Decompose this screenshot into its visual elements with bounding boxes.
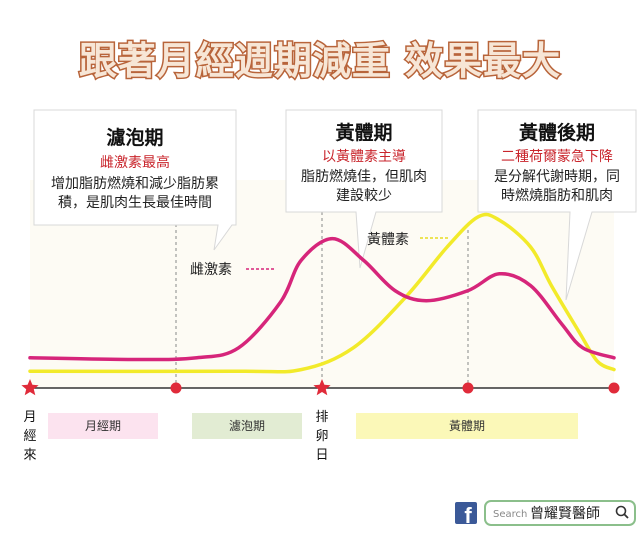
axis-markers [21, 379, 620, 396]
annotation-follicular-title: 濾泡期 [106, 126, 163, 149]
annotation-late-luteal-title: 黃體後期 [519, 121, 595, 144]
series-label-progesterone: 黃體素 [367, 232, 409, 248]
annotation-luteal-subtitle: 以黃體素主導 [322, 149, 406, 165]
phase-bar-luteal: 黃體期 [356, 413, 578, 439]
search-bar[interactable]: Search 曾耀賢醫師 [484, 500, 636, 526]
annotation-luteal-line-1: 脂肪燃燒佳，但肌肉 [301, 168, 427, 185]
phase-bar-follicular-label: 濾泡期 [229, 418, 265, 433]
axis-label-menstruation-char-1: 月 [23, 410, 36, 425]
facebook-icon-background [455, 502, 477, 524]
axis-marker-star-0 [21, 379, 39, 396]
magnifier-icon-handle [623, 513, 629, 519]
axis-label-menstruation-char-3: 來 [23, 448, 36, 463]
search-name: 曾耀賢醫師 [530, 506, 600, 522]
phase-bar-menstrual-label: 月經期 [85, 419, 121, 433]
annotation-luteal-line-2: 建設較少 [336, 188, 392, 204]
annotation-follicular-line-1: 增加脂肪燃燒和減少脂肪累 [51, 175, 219, 192]
phase-bar-menstrual: 月經期 [48, 413, 158, 439]
axis-label-ovulation-char-2: 卵 [315, 429, 328, 444]
annotation-late-luteal-subtitle: 二種荷爾蒙急下降 [501, 149, 613, 165]
magnifier-icon[interactable] [615, 505, 629, 519]
chart-title: 跟著月經週期減重 效果最大 [79, 39, 561, 83]
magnifier-icon-lens [615, 505, 627, 517]
series-label-progesterone-group: 黃體素 [367, 232, 450, 248]
annotation-luteal-callout [285, 109, 443, 269]
search-placeholder: Search [493, 509, 527, 520]
axis-marker-dot-4 [608, 382, 620, 394]
phase-bar-follicular-rect [192, 413, 302, 439]
annotation-late-luteal: 黃體後期 二種荷爾蒙急下降 是分解代謝時期，同 時燃燒脂肪和肌肉 [477, 109, 637, 301]
phase-bar-menstrual-rect [48, 413, 158, 439]
axis-label-ovulation-char-3: 日 [315, 448, 328, 463]
axis-label-ovulation-char-1: 排 [315, 410, 328, 425]
annotation-luteal: 黃體期 以黃體素主導 脂肪燃燒佳，但肌肉 建設較少 [285, 109, 443, 269]
annotation-late-luteal-line-2: 時燃燒脂肪和肌肉 [501, 187, 613, 204]
search-bar-frame [484, 500, 636, 526]
axis-marker-dot-3 [462, 382, 474, 394]
axis-label-ovulation: 排 卵 日 [315, 410, 328, 463]
phase-bar-luteal-rect [356, 413, 578, 439]
annotation-late-luteal-line-1: 是分解代謝時期，同 [494, 169, 620, 185]
axis-label-menstruation-char-2: 經 [23, 429, 36, 444]
phase-bar-luteal-label: 黃體期 [449, 419, 485, 433]
series-label-estrogen-group: 雌激素 [190, 261, 276, 278]
annotation-follicular-line-2: 積，是肌肉生長最佳時間 [58, 195, 212, 211]
series-line-progesterone [28, 212, 616, 374]
annotation-late-luteal-callout [477, 109, 637, 301]
facebook-icon[interactable]: f [455, 502, 477, 528]
series-line-estrogen [28, 236, 616, 362]
annotation-luteal-title: 黃體期 [335, 121, 392, 144]
annotation-follicular: 濾泡期 雌激素最高 增加脂肪燃燒和減少脂肪累 積，是肌肉生長最佳時間 [33, 109, 237, 251]
facebook-icon-glyph: f [464, 503, 472, 528]
axis-label-menstruation: 月 經 來 [23, 410, 36, 463]
axis-marker-dot-1 [170, 382, 182, 394]
series-label-estrogen: 雌激素 [190, 261, 232, 278]
phase-bar-follicular: 濾泡期 [192, 413, 302, 439]
annotation-follicular-subtitle: 雌激素最高 [100, 154, 170, 171]
axis-marker-star-2 [313, 379, 331, 396]
annotation-follicular-callout [33, 109, 237, 251]
